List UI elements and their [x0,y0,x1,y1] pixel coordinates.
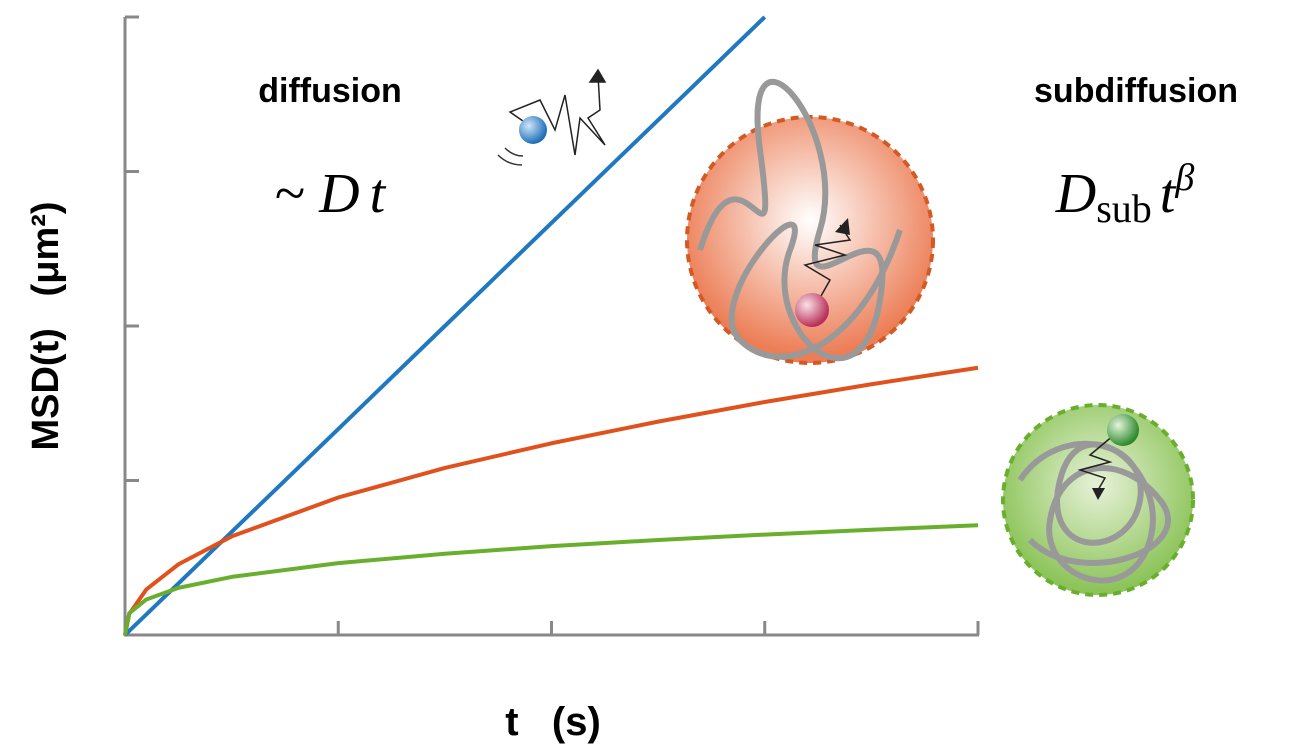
annotation: subdiffusion [1034,72,1238,110]
formula-part: t [1160,163,1177,225]
x-axis-label: t (s) [505,700,601,744]
formula-part: D [1055,163,1096,225]
series-line [125,368,978,635]
chart: t (s) MSD(t) (μm²) diffusion ~Dt subdiff… [0,0,1291,752]
formula-part: β [1174,157,1194,199]
formula-part: D [318,163,359,225]
annotation: diffusion [258,72,402,110]
formula-part: t [370,163,387,225]
green-sphere [1003,405,1193,595]
free-particle [498,70,605,165]
formula-part: sub [1096,186,1152,231]
illustrations [498,70,1193,595]
series-line [125,525,978,635]
orange-sphere [687,82,933,363]
formula-part: ~ [275,163,305,225]
y-axis-label: MSD(t) (μm²) [25,201,67,450]
